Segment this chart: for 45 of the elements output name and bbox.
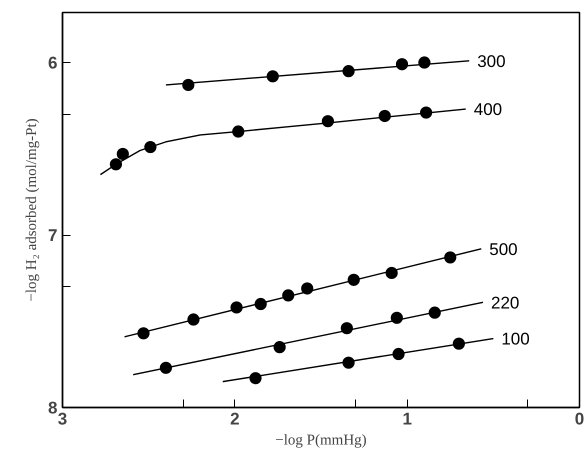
point <box>182 78 194 92</box>
point <box>160 362 172 374</box>
point <box>392 348 405 360</box>
y-tick-label: 8 <box>48 398 58 418</box>
point <box>249 372 262 384</box>
x-tick-label: 2 <box>230 410 240 428</box>
point <box>396 58 408 70</box>
point <box>254 298 267 310</box>
point <box>110 158 122 170</box>
point <box>116 148 129 160</box>
x-tick-label: 3 <box>58 410 68 428</box>
line-series <box>100 108 466 176</box>
point <box>348 274 360 286</box>
point <box>301 282 314 295</box>
y-tick-label: 6 <box>48 54 58 73</box>
point <box>444 251 456 264</box>
series-label: 400 <box>474 100 502 120</box>
point <box>144 140 156 154</box>
series-label: 500 <box>489 240 518 259</box>
series-label: 300 <box>477 52 506 71</box>
point <box>418 56 430 69</box>
point <box>428 306 441 319</box>
point <box>322 115 334 128</box>
y-axis-title: −log H₂ adsorbed (mol/mg-Pt) <box>24 118 40 302</box>
point <box>386 266 398 280</box>
point <box>342 65 355 78</box>
point <box>342 356 355 369</box>
point <box>230 301 243 314</box>
point <box>187 313 200 326</box>
x-axis-title: −log P(mmHg) <box>275 432 367 448</box>
point <box>340 322 353 334</box>
point <box>274 341 286 354</box>
x-tick-label: 1 <box>402 410 412 428</box>
point <box>452 338 465 350</box>
point <box>137 327 150 340</box>
y-tick-label: 7 <box>48 226 58 246</box>
point <box>390 312 403 324</box>
point <box>282 289 294 302</box>
series-label: 100 <box>501 330 530 349</box>
point <box>232 125 244 138</box>
point <box>420 106 432 119</box>
x-tick-label: 0 <box>574 410 584 428</box>
series-label: 220 <box>490 293 520 312</box>
point <box>266 70 279 82</box>
point <box>378 110 391 122</box>
